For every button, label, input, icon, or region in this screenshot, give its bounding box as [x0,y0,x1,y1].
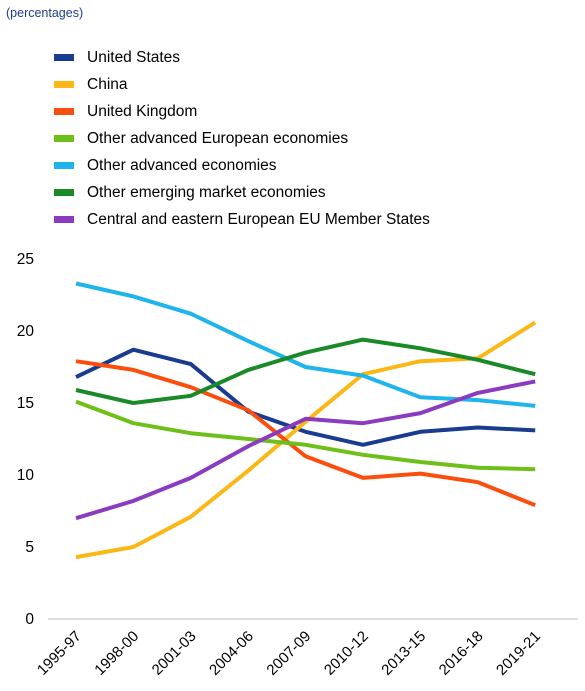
legend-item-china: China [54,71,430,98]
x-tick-label: 2001-03 [149,628,200,679]
legend-item-united-kingdom: United Kingdom [54,98,430,125]
x-tick-label: 2013-15 [378,628,429,679]
legend-swatch [54,108,74,115]
legend-swatch [54,216,74,223]
legend-swatch [54,189,74,196]
chart-subtitle: (percentages) [6,6,84,20]
y-tick-label: 10 [17,467,35,484]
legend-label: Other advanced economies [87,156,277,174]
legend-swatch [54,135,74,142]
series-line-other-emerging-market-economies [75,337,536,405]
y-tick-label: 20 [17,323,35,340]
legend-label: Other emerging market economies [87,183,326,201]
legend-swatch [54,162,74,169]
x-tick-label: 1998-00 [91,628,142,679]
x-tick-label: 2010-12 [321,628,372,679]
series-line-central-and-eastern-european-eu-member-states [75,379,536,521]
legend-item-other-advanced-european-economies: Other advanced European economies [54,125,430,152]
series-line-china [75,320,537,560]
y-tick-label: 25 [17,251,34,268]
chart-legend: United States China United Kingdom Other ad… [54,44,430,233]
x-tick-label: 2019-21 [493,628,544,679]
series-line-united-states [75,347,536,447]
legend-item-united-states: United States [54,44,430,71]
x-tick-label: 1995-97 [34,628,85,679]
series-line-other-advanced-economies [75,281,536,408]
legend-label: United Kingdom [87,102,198,120]
legend-item-other-advanced-economies: Other advanced economies [54,152,430,179]
series-line-other-advanced-european-economies [75,399,536,472]
legend-label: Other advanced European economies [87,129,349,147]
legend-label: Central and eastern European EU Member S… [87,210,430,228]
legend-item-other-emerging-market-economies: Other emerging market economies [54,179,430,206]
y-tick-label: 15 [17,395,34,412]
y-tick-label: 0 [25,611,34,628]
x-tick-label: 2007-09 [263,628,314,679]
legend-swatch [54,81,74,88]
series-line-united-kingdom [75,359,536,508]
legend-label: China [87,75,128,93]
x-tick-label: 2016-18 [436,628,487,679]
legend-swatch [54,54,74,61]
y-tick-label: 5 [25,539,34,556]
legend-label: United States [87,48,181,66]
legend-item-central-and-eastern-european-eu-member-states: Central and eastern European EU Member S… [54,206,430,233]
x-tick-label: 2004-06 [206,628,257,679]
